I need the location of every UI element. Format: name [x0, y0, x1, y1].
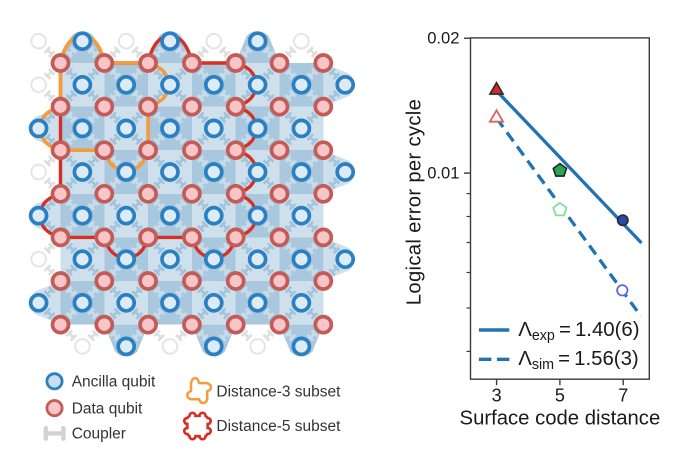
- svg-text:Logical error per cycle: Logical error per cycle: [404, 99, 426, 305]
- svg-text:7: 7: [618, 386, 628, 406]
- svg-text:Distance-5 subset: Distance-5 subset: [216, 418, 341, 435]
- svg-text:Λexp = 1.40(6): Λexp = 1.40(6): [518, 319, 639, 344]
- svg-text:5: 5: [555, 386, 565, 406]
- svg-text:Coupler: Coupler: [72, 426, 126, 443]
- svg-text:Data qubit: Data qubit: [72, 400, 143, 417]
- svg-text:Distance-3 subset: Distance-3 subset: [216, 384, 341, 401]
- svg-text:3: 3: [492, 386, 502, 406]
- svg-text:Surface code distance: Surface code distance: [460, 408, 661, 430]
- svg-text:0.02: 0.02: [427, 29, 459, 48]
- svg-text:0.01: 0.01: [427, 164, 459, 183]
- svg-text:Ancilla qubit: Ancilla qubit: [72, 374, 156, 391]
